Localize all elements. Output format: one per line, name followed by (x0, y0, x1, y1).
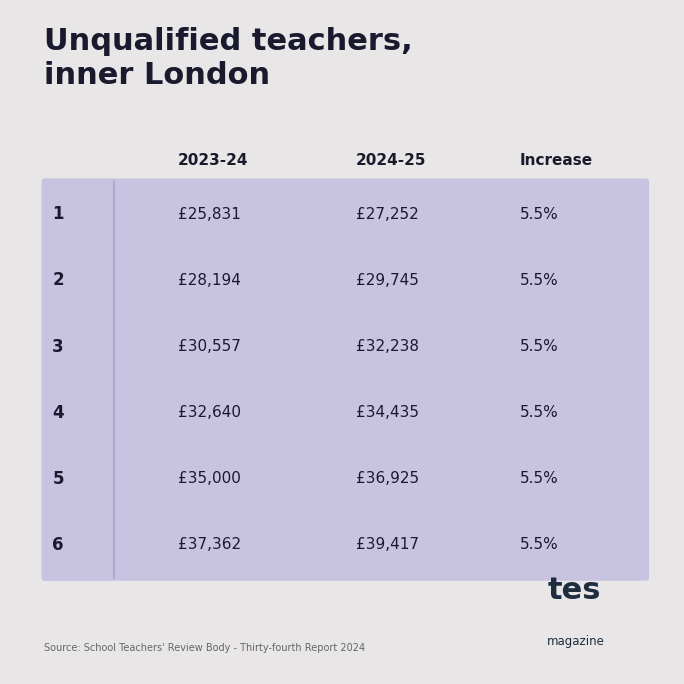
Text: 4: 4 (53, 404, 64, 421)
Text: 5.5%: 5.5% (520, 339, 559, 354)
FancyBboxPatch shape (42, 179, 649, 581)
Text: 1: 1 (53, 205, 64, 223)
Text: £37,362: £37,362 (178, 538, 241, 553)
Text: 3: 3 (53, 338, 64, 356)
Text: Unqualified teachers,
inner London: Unqualified teachers, inner London (44, 27, 413, 90)
Text: £29,745: £29,745 (356, 273, 419, 288)
FancyBboxPatch shape (42, 179, 116, 581)
Text: £28,194: £28,194 (178, 273, 241, 288)
Text: Increase: Increase (520, 153, 593, 168)
Text: 5: 5 (53, 470, 64, 488)
Text: £32,640: £32,640 (178, 405, 241, 420)
Text: 2: 2 (53, 272, 64, 289)
Text: £32,238: £32,238 (356, 339, 419, 354)
Text: £34,435: £34,435 (356, 405, 419, 420)
Text: magazine: magazine (547, 635, 605, 648)
Text: 6: 6 (53, 536, 64, 554)
Text: £30,557: £30,557 (178, 339, 241, 354)
Text: 5.5%: 5.5% (520, 471, 559, 486)
Text: £27,252: £27,252 (356, 207, 419, 222)
Text: 5.5%: 5.5% (520, 538, 559, 553)
Text: £35,000: £35,000 (178, 471, 241, 486)
Text: 2024-25: 2024-25 (356, 153, 426, 168)
Text: £36,925: £36,925 (356, 471, 419, 486)
Text: Source: School Teachers' Review Body - Thirty-fourth Report 2024: Source: School Teachers' Review Body - T… (44, 643, 365, 653)
Text: 2023-24: 2023-24 (178, 153, 248, 168)
Text: £39,417: £39,417 (356, 538, 419, 553)
Text: 5.5%: 5.5% (520, 207, 559, 222)
Text: tes: tes (547, 577, 601, 605)
Text: £25,831: £25,831 (178, 207, 241, 222)
Text: 5.5%: 5.5% (520, 405, 559, 420)
Text: 5.5%: 5.5% (520, 273, 559, 288)
